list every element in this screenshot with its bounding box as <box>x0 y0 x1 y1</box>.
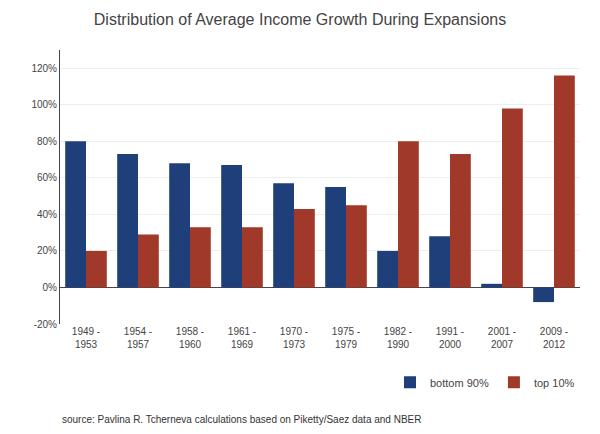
svg-text:2001 -2007: 2001 -2007 <box>488 326 516 350</box>
svg-text:1958 -1960: 1958 -1960 <box>176 326 204 350</box>
svg-text:1975 -1979: 1975 -1979 <box>332 326 360 350</box>
svg-text:1949 -1953: 1949 -1953 <box>72 326 100 350</box>
svg-text:1970 -1973: 1970 -1973 <box>280 326 308 350</box>
svg-text:100%: 100% <box>31 99 57 110</box>
svg-text:20%: 20% <box>37 245 57 256</box>
svg-text:bottom 90%: bottom 90% <box>430 377 489 389</box>
svg-text:1982 -1990: 1982 -1990 <box>384 326 412 350</box>
svg-text:1961 -1969: 1961 -1969 <box>228 326 256 350</box>
svg-text:2009 -2012: 2009 -2012 <box>540 326 568 350</box>
svg-text:Distribution of Average Income: Distribution of Average Income Growth Du… <box>94 11 506 28</box>
svg-text:1991 -2000: 1991 -2000 <box>436 326 464 350</box>
svg-text:120%: 120% <box>31 63 57 74</box>
svg-text:source: Pavlina R. Tcherneva c: source: Pavlina R. Tcherneva calculation… <box>62 414 421 425</box>
svg-text:60%: 60% <box>37 172 57 183</box>
svg-text:-20%: -20% <box>34 319 57 330</box>
svg-text:80%: 80% <box>37 136 57 147</box>
svg-text:0%: 0% <box>43 282 58 293</box>
svg-text:top 10%: top 10% <box>534 377 575 389</box>
svg-text:1954 -1957: 1954 -1957 <box>124 326 152 350</box>
svg-text:40%: 40% <box>37 209 57 220</box>
